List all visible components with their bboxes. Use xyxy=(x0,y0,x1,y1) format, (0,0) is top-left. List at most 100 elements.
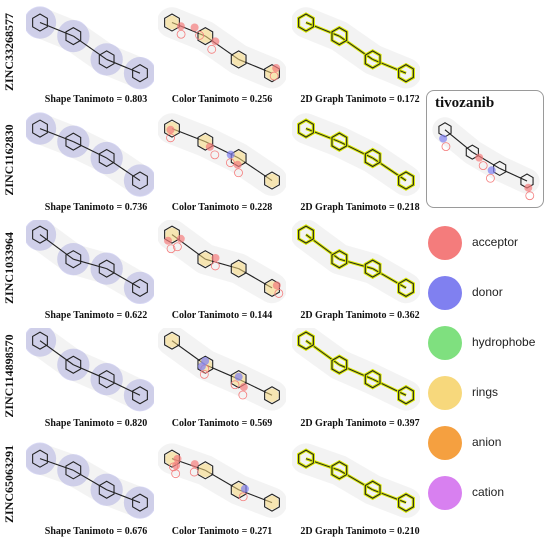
ring xyxy=(32,225,48,244)
ring xyxy=(264,171,280,190)
graph-overlay-panel xyxy=(292,436,420,524)
bond xyxy=(106,58,141,74)
acceptor-feature xyxy=(272,64,281,73)
bond xyxy=(339,364,373,380)
ring xyxy=(98,480,115,499)
bond xyxy=(73,258,107,270)
color-molecule xyxy=(158,328,286,411)
feature-outline xyxy=(189,467,199,477)
graph-tanimoto-label: 2D Graph Tanimoto = 0.218 xyxy=(300,202,420,213)
bond xyxy=(372,58,407,74)
ring xyxy=(398,278,414,298)
color-overlay-panel xyxy=(158,328,286,416)
shape-overlay-panel xyxy=(26,112,154,200)
graph-overlay-panel xyxy=(292,4,420,92)
color-molecule xyxy=(158,7,286,89)
ring xyxy=(230,259,247,278)
acceptor-feature xyxy=(524,183,533,192)
color-overlay-panel xyxy=(158,436,286,524)
donor-feature xyxy=(234,372,243,381)
row-zinc114898570: ZINC114898570 Shape Tanimoto = 0.820 Col… xyxy=(0,326,430,434)
graph-tanimoto-label: 2D Graph Tanimoto = 0.397 xyxy=(300,418,420,429)
ring-feature xyxy=(198,463,213,478)
zinc-id: ZINC114898570 xyxy=(2,334,16,418)
reference-ligand-name: tivozanib xyxy=(435,95,495,111)
graph-molecule xyxy=(292,443,420,518)
feature-outline xyxy=(230,380,240,390)
ring xyxy=(132,171,148,190)
bond xyxy=(372,489,407,504)
graph-molecule xyxy=(292,328,420,411)
acceptor-feature xyxy=(164,236,173,245)
ring xyxy=(398,171,414,190)
legend-item-hydrophobe: hydrophobe xyxy=(428,326,550,360)
ring xyxy=(32,449,48,468)
bond xyxy=(305,22,340,37)
acceptor-feature xyxy=(211,253,220,262)
rings-swatch xyxy=(428,376,462,410)
ring xyxy=(98,148,115,168)
ring-feature xyxy=(231,52,246,67)
feature-outline xyxy=(441,142,451,151)
graph-molecule xyxy=(292,113,420,196)
ring xyxy=(298,449,314,468)
feature-outline xyxy=(166,133,175,143)
ring-feature xyxy=(265,173,279,188)
shape-envelope xyxy=(26,113,154,196)
feature-outline xyxy=(525,191,535,201)
shape-molecule xyxy=(26,112,154,197)
ring xyxy=(164,119,180,138)
ring xyxy=(65,26,82,46)
ring xyxy=(364,148,381,168)
ring xyxy=(65,132,82,151)
donor-feature xyxy=(439,134,448,143)
feature-outline xyxy=(195,31,205,40)
acceptor-feature xyxy=(173,454,182,463)
ring xyxy=(164,13,180,32)
acceptor-swatch xyxy=(428,226,462,260)
ring-feature xyxy=(231,151,246,165)
ring xyxy=(65,355,82,374)
ring xyxy=(32,13,48,32)
ring xyxy=(465,144,479,160)
donor-feature xyxy=(197,362,206,371)
bond xyxy=(372,268,407,289)
shape-envelope xyxy=(158,328,286,411)
ring xyxy=(164,331,180,350)
feature-outline xyxy=(274,289,284,298)
bond xyxy=(73,35,107,60)
graph-molecule xyxy=(292,7,420,89)
bond xyxy=(106,489,141,504)
shape-envelope xyxy=(292,113,420,196)
bond xyxy=(39,340,74,366)
feature-outline xyxy=(171,469,181,479)
ring xyxy=(164,225,180,244)
feature-outline xyxy=(238,492,248,502)
anion-swatch xyxy=(428,426,462,460)
ring xyxy=(65,250,82,269)
bond xyxy=(39,234,74,260)
acceptor-feature xyxy=(190,23,199,32)
ring xyxy=(98,259,115,278)
row-zinc1162830: ZINC1162830 Shape Tanimoto = 0.736 Color… xyxy=(0,110,430,218)
bond xyxy=(106,157,141,181)
bond xyxy=(73,469,107,491)
acceptor-feature xyxy=(272,281,281,290)
ring xyxy=(331,355,348,374)
acceptor-feature xyxy=(475,153,484,162)
shape-tanimoto-label: Shape Tanimoto = 0.622 xyxy=(44,310,148,321)
legend-label: acceptor xyxy=(472,235,519,249)
shape-tanimoto-label: Shape Tanimoto = 0.676 xyxy=(44,526,148,537)
feature-outline xyxy=(269,71,279,81)
shape-envelope xyxy=(158,220,286,304)
ring xyxy=(331,132,348,151)
reference-molecule xyxy=(432,117,540,201)
graph-tanimoto-label: 2D Graph Tanimoto = 0.172 xyxy=(300,94,420,105)
bond xyxy=(171,340,206,366)
bond xyxy=(339,141,373,159)
ring xyxy=(364,50,381,69)
ring xyxy=(132,386,148,405)
zinc-id: ZINC65063291 xyxy=(2,445,16,524)
donor-feature xyxy=(487,166,496,175)
reference-ligand-structure xyxy=(431,115,541,205)
